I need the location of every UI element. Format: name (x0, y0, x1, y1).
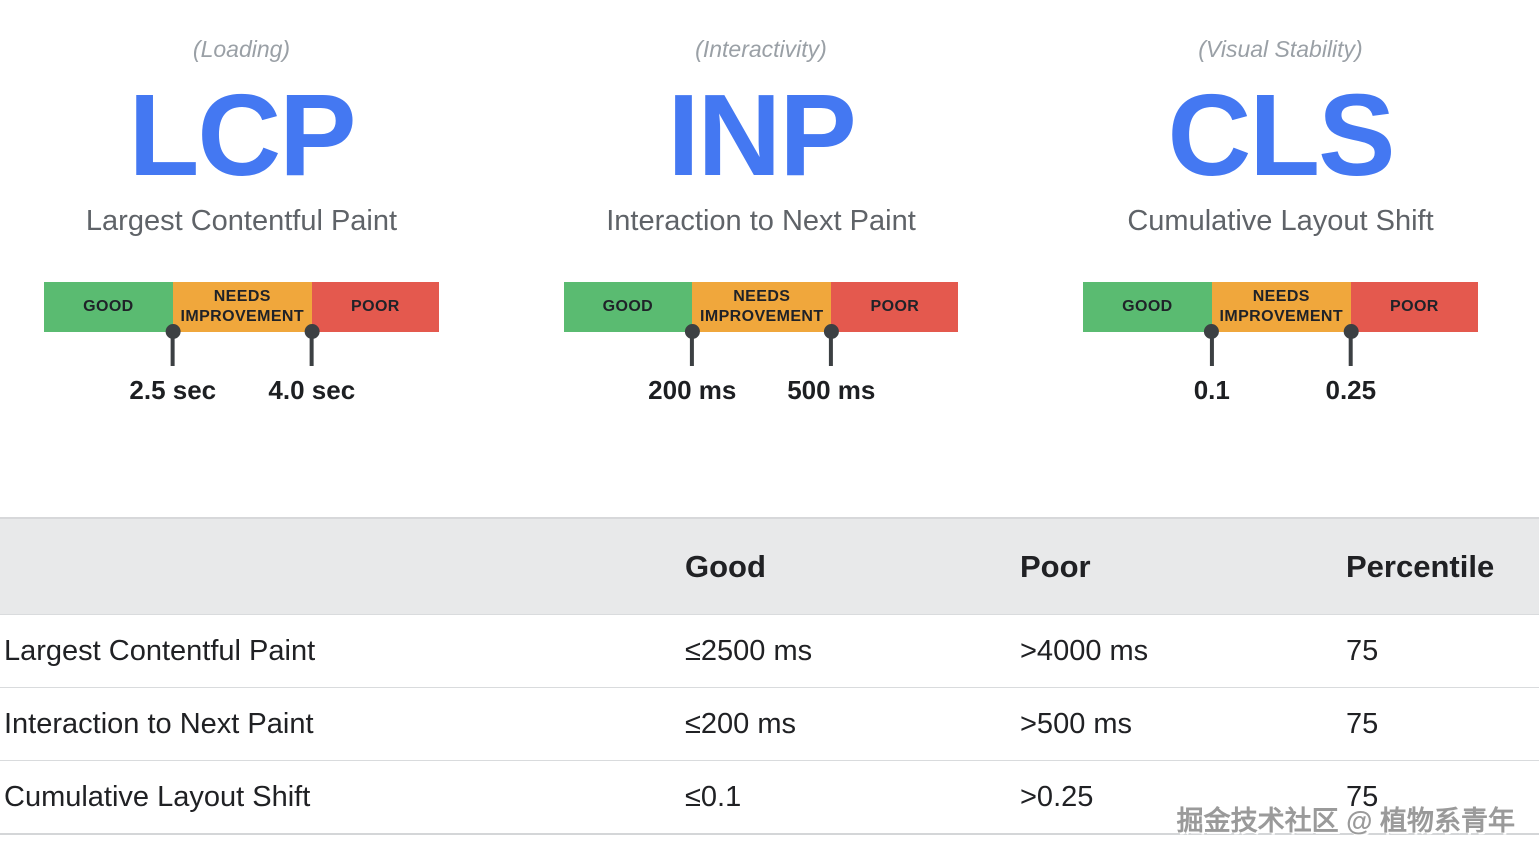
metric-abbr: CLS (1167, 70, 1396, 200)
scale-bar: GOOD NEEDS IMPROVEMENT POOR (1083, 282, 1478, 332)
marker-pin-icon (1343, 324, 1359, 339)
metric-category: (Interactivity) (695, 36, 827, 62)
marker-pin-icon (823, 324, 839, 339)
marker-pin-icon (684, 324, 700, 339)
table-row-poor-value: >500 ms (1018, 687, 1344, 760)
threshold-label: 500 ms (787, 375, 876, 405)
segment-poor: POOR (1350, 282, 1478, 332)
segment-needs-improvement: NEEDS IMPROVEMENT (692, 282, 832, 332)
threshold-marker: 200 ms (648, 324, 736, 406)
table-header-percentile: Percentile (1344, 517, 1539, 614)
threshold-label: 2.5 sec (129, 375, 217, 405)
table-row-good-value: ≤2500 ms (683, 614, 1018, 687)
table-row-good-value: ≤200 ms (683, 687, 1018, 760)
table-row-poor-value: >4000 ms (1018, 614, 1344, 687)
segment-needs-improvement: NEEDS IMPROVEMENT (172, 282, 312, 332)
table-header-good: Good (683, 517, 1018, 614)
metric-abbr: LCP (128, 70, 357, 200)
threshold-marker: 500 ms (787, 324, 875, 406)
table-row-metric: Interaction to Next Paint (0, 687, 683, 760)
table-row-percentile-value: 75 (1344, 614, 1539, 687)
threshold-label: 4.0 sec (268, 375, 356, 405)
table-row-percentile-value: 75 (1344, 687, 1539, 760)
marker-stem (1348, 337, 1353, 366)
table-row-percentile-value: 75 (1344, 760, 1539, 833)
segment-good: GOOD (1083, 282, 1212, 332)
marker-stem (170, 337, 175, 366)
marker-pin-icon (304, 324, 320, 339)
scale-bar: GOOD NEEDS IMPROVEMENT POOR (44, 282, 439, 332)
segment-poor: POOR (831, 282, 959, 332)
metric-category: (Loading) (192, 36, 291, 62)
metric-scale: GOOD NEEDS IMPROVEMENT POOR 0.1 0.25 (1083, 282, 1478, 405)
marker-stem (690, 337, 695, 366)
metric-scale: GOOD NEEDS IMPROVEMENT POOR 2.5 sec 4.0 … (44, 282, 439, 405)
threshold-marker: 4.0 sec (268, 324, 355, 406)
segment-poor: POOR (311, 282, 439, 332)
metric-card-cls: (Visual Stability) CLS Cumulative Layout… (1083, 0, 1478, 517)
threshold-marker: 0.25 (1325, 324, 1376, 406)
segment-good: GOOD (563, 282, 693, 332)
metric-fullname: Interaction to Next Paint (606, 205, 916, 237)
metric-card-lcp: (Loading) LCP Largest Contentful Paint G… (44, 0, 439, 517)
table-header-metric (0, 517, 683, 614)
threshold-label: 0.25 (1325, 375, 1377, 405)
threshold-label: 0.1 (1193, 375, 1230, 405)
table-row-good-value: ≤0.1 (683, 760, 1018, 833)
metrics-overview: (Loading) LCP Largest Contentful Paint G… (44, 0, 1478, 517)
table-row-metric: Largest Contentful Paint (0, 614, 683, 687)
metric-card-inp: (Interactivity) INP Interaction to Next … (563, 0, 959, 517)
marker-stem (309, 337, 314, 366)
table-row-poor-value: >0.25 (1018, 760, 1344, 833)
threshold-marker: 0.1 (1194, 324, 1230, 406)
segment-needs-improvement: NEEDS IMPROVEMENT (1211, 282, 1351, 332)
metric-fullname: Largest Contentful Paint (85, 205, 398, 237)
thresholds-table: Good Poor Percentile Largest Contentful … (0, 517, 1539, 835)
segment-good: GOOD (44, 282, 173, 332)
table-header-poor: Poor (1018, 517, 1344, 614)
metric-abbr: INP (667, 70, 856, 200)
marker-pin-icon (165, 324, 181, 339)
marker-pin-icon (1204, 324, 1220, 339)
scale-bar: GOOD NEEDS IMPROVEMENT POOR (563, 282, 959, 332)
marker-stem (829, 337, 834, 366)
metric-category: (Visual Stability) (1198, 36, 1363, 62)
metric-fullname: Cumulative Layout Shift (1127, 205, 1434, 237)
threshold-label: 200 ms (648, 375, 737, 405)
marker-stem (1209, 337, 1214, 366)
table-row-metric: Cumulative Layout Shift (0, 760, 683, 833)
threshold-marker: 2.5 sec (129, 324, 216, 406)
watermark-text: 掘金技术社区 @ 植物系青年 (1176, 806, 1515, 836)
metric-scale: GOOD NEEDS IMPROVEMENT POOR 200 ms 500 m… (563, 282, 959, 405)
